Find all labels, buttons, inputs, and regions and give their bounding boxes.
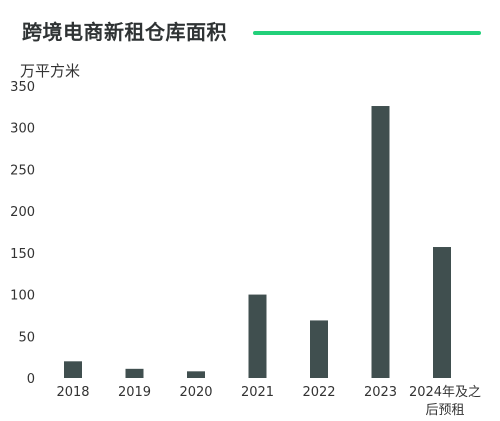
y-tick-label: 150 [10,247,35,262]
y-tick-label: 250 [10,163,35,178]
bars-group [64,106,451,378]
x-tick-label: 2018 [56,385,89,400]
x-tick-label: 2024年及之后预租 [409,385,481,418]
y-tick-label: 0 [27,372,35,387]
x-tick-label: 2021 [241,385,274,400]
x-tick-label: 2020 [179,385,212,400]
x-tick-label: 2022 [302,385,335,400]
y-tick-label: 100 [10,289,35,304]
y-tick-label: 300 [10,122,35,137]
y-axis-unit-label: 万平方米 [20,62,81,80]
y-axis-ticks: 0 50 100 150 200 250 300 350 [10,80,35,387]
y-tick-label: 50 [18,330,35,345]
bar-2024年及之后预租 [433,247,451,378]
bar-2019 [125,368,144,378]
chart-title: 跨境电商新租仓库面积 [22,20,227,44]
y-tick-label: 200 [10,205,35,220]
x-axis-ticks: 2018 2019 2020 2021 2022 2023 2024年及之后预租 [56,385,481,418]
title-accent-line [253,31,481,35]
bar-2021 [248,294,267,378]
bar-2022 [310,320,328,378]
x-tick-label: 2019 [118,385,151,400]
bar-2018 [64,361,82,378]
y-tick-label: 350 [10,80,35,95]
bar-2020 [187,371,205,378]
bar-2023 [371,106,390,378]
x-tick-label: 2023 [364,385,397,400]
